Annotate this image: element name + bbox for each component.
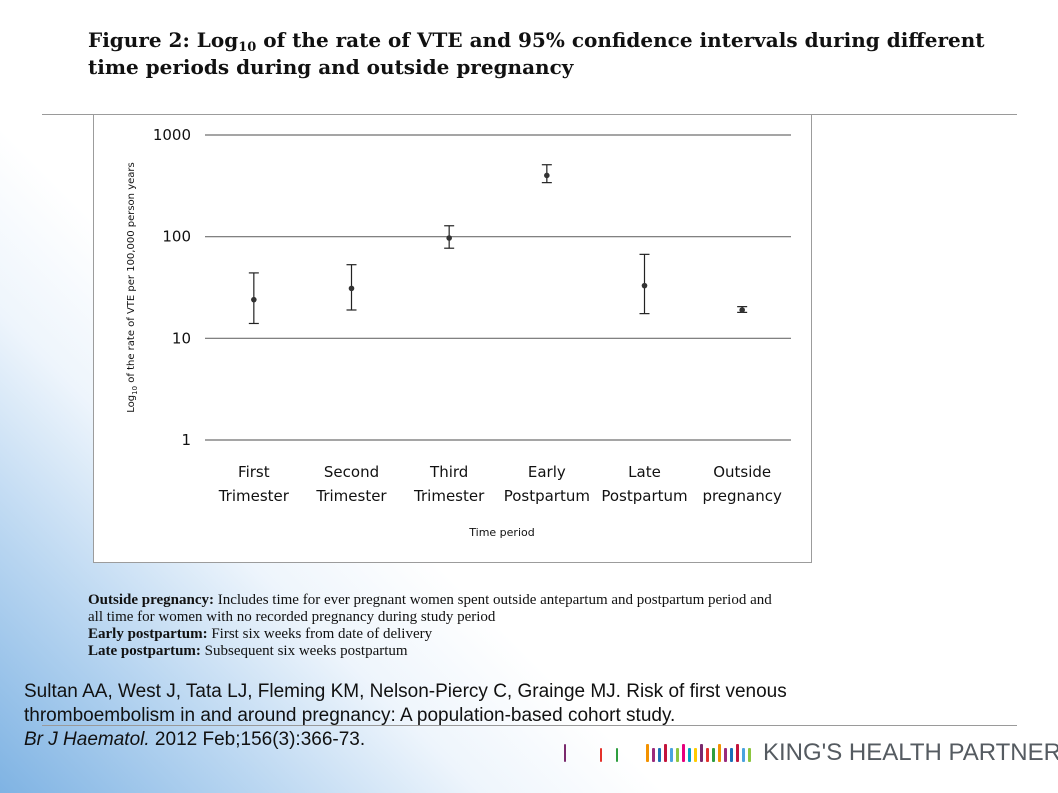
logo-bar xyxy=(564,744,566,762)
logo-bar xyxy=(700,744,703,762)
logo-bar xyxy=(670,748,673,762)
citation-journal: Br J Haematol. xyxy=(24,729,150,750)
note-line: all time for women with no recorded preg… xyxy=(88,609,928,626)
logo-bar xyxy=(736,744,739,762)
logo-bar xyxy=(616,748,618,762)
y-tick-label: 1000 xyxy=(153,126,191,144)
logo-bar xyxy=(682,744,685,762)
figure-title: Figure 2: Log10 of the rate of VTE and 9… xyxy=(88,27,988,81)
data-point xyxy=(544,172,550,179)
title-line2: time periods during and outside pregnanc… xyxy=(88,55,574,79)
logo-bar xyxy=(658,748,661,762)
note-term: Early postpartum: xyxy=(88,626,208,642)
logo-bar xyxy=(676,748,679,762)
note-text: Subsequent six weeks postpartum xyxy=(200,643,408,659)
y-tick-label: 10 xyxy=(172,329,191,347)
note-line: Late postpartum: Subsequent six weeks po… xyxy=(88,643,928,660)
x-tick-label: Second xyxy=(324,463,379,481)
note-term: Late postpartum: xyxy=(88,643,201,659)
logo-bar xyxy=(712,748,715,762)
data-point xyxy=(446,235,452,241)
x-tick-label: Late xyxy=(628,463,661,481)
bottom-divider xyxy=(42,725,1017,726)
x-tick-label: Trimester xyxy=(413,487,485,505)
x-tick-label: Postpartum xyxy=(601,487,687,505)
logo-bar xyxy=(748,748,751,762)
citation-line2: thromboembolism in and around pregnancy:… xyxy=(24,705,676,726)
kings-health-partners-logo: KING'S HEALTH PARTNERS xyxy=(560,738,1058,768)
note-line: Outside pregnancy: Includes time for eve… xyxy=(88,592,928,609)
data-point xyxy=(348,285,355,292)
title-prefix: Figure 2: Log xyxy=(88,28,239,52)
x-tick-label: Early xyxy=(528,463,566,481)
logo-bar xyxy=(730,748,733,762)
title-subscript: 10 xyxy=(238,40,257,55)
x-tick-label: Third xyxy=(429,463,468,481)
data-point xyxy=(739,307,745,313)
x-tick-label: Trimester xyxy=(218,487,290,505)
logo-bar xyxy=(694,748,697,762)
x-tick-label: Trimester xyxy=(315,487,387,505)
logo-bar xyxy=(688,748,691,762)
title-rest: of the rate of VTE and 95% confidence in… xyxy=(256,28,985,52)
x-tick-label: pregnancy xyxy=(702,487,782,505)
note-text: Includes time for ever pregnant women sp… xyxy=(213,592,772,608)
x-tick-label: Postpartum xyxy=(504,487,590,505)
logo-bar xyxy=(600,748,602,762)
x-tick-label: First xyxy=(238,463,270,481)
citation-line3: Br J Haematol. 2012 Feb;156(3):366-73. xyxy=(24,728,1014,752)
citation-details: 2012 Feb;156(3):366-73. xyxy=(149,729,366,750)
citation-line1: Sultan AA, West J, Tata LJ, Fleming KM, … xyxy=(24,681,787,702)
note-term: Outside pregnancy: xyxy=(88,592,214,608)
y-axis-label: Log10 of the rate of VTE per 100,000 per… xyxy=(126,162,139,412)
citation: Sultan AA, West J, Tata LJ, Fleming KM, … xyxy=(24,680,1014,752)
note-text: First six weeks from date of delivery xyxy=(207,626,433,642)
chart: 1 10 100 1000 First Trimester Second Trimester T… xyxy=(126,126,791,539)
definitions-notes: Outside pregnancy: Includes time for eve… xyxy=(88,592,928,660)
logo-bars-icon xyxy=(564,744,751,762)
logo-bar xyxy=(664,744,667,762)
logo-bar xyxy=(718,744,721,762)
y-tick-label: 1 xyxy=(181,431,191,449)
data-point xyxy=(251,296,257,303)
logo-bar xyxy=(724,748,727,762)
logo-bar xyxy=(742,748,745,762)
x-tick-label: Outside xyxy=(713,463,771,481)
chart-frame: 1 10 100 1000 First Trimester Second Trimester T… xyxy=(93,114,812,563)
x-axis-label: Time period xyxy=(468,526,534,539)
data-point xyxy=(641,282,648,289)
note-text: all time for women with no recorded preg… xyxy=(88,609,496,625)
logo-bar xyxy=(652,748,655,762)
y-tick-label: 100 xyxy=(162,228,191,246)
logo-bar xyxy=(706,748,709,762)
logo-bar xyxy=(646,744,649,762)
logo-text: KING'S HEALTH PARTNERS xyxy=(763,739,1058,766)
note-line: Early postpartum: First six weeks from d… xyxy=(88,626,928,643)
